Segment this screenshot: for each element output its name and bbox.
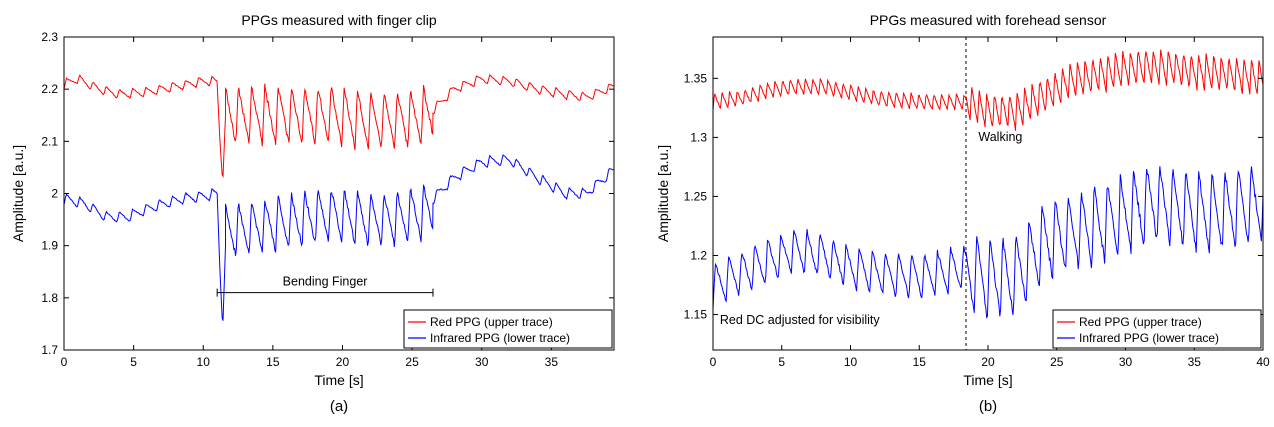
x-tick-label: 0 [61,355,68,369]
y-tick-label: 1.15 [684,308,708,322]
annotation-text: Red DC adjusted for visibility [720,313,881,327]
panel-b-chart: PPGs measured with forehead sensor 0 5 10 15… [655,12,1270,415]
y-tick-label: 1.7 [41,343,58,357]
x-tick-label: 5 [778,355,785,369]
legend-entry: Red PPG (upper trace) [430,315,553,329]
x-axis-label: Time [s] [963,372,1012,388]
x-tick-label: 25 [405,355,419,369]
panel-label: (b) [979,398,997,415]
x-tick-label: 25 [1050,355,1064,369]
x-tick-label: 35 [1188,355,1202,369]
chart-title: PPGs measured with finger clip [241,12,437,28]
legend-entry: Red PPG (upper trace) [1079,315,1202,329]
x-tick-label: 20 [336,355,350,369]
x-tick-label: 15 [913,355,927,369]
legend-box [1052,309,1262,349]
panel-label: (a) [330,398,348,415]
x-tick-label: 40 [1256,355,1270,369]
x-tick-label: 30 [1119,355,1133,369]
x-tick-label: 15 [266,355,280,369]
panel-a-chart: PPGs measured with finger clip 0 5 10 15 20 25… [10,12,615,415]
x-tick-label: 10 [197,355,211,369]
series-group [64,73,614,321]
x-tick-label: 20 [981,355,995,369]
y-tick-label: 1.2 [690,249,707,263]
x-tick-label: 10 [844,355,858,369]
x-axis-label: Time [s] [314,372,363,388]
y-tick-label: 2.3 [41,30,58,44]
x-tick-label: 0 [710,355,717,369]
x-tick-label: 30 [475,355,489,369]
chart-title: PPGs measured with forehead sensor [870,12,1107,28]
y-tick-label: 1.25 [684,189,708,203]
series-line-infrared-ppg [713,166,1263,319]
x-tick-label: 35 [545,355,559,369]
series-line-infrared-ppg [64,154,614,321]
annotation-text: Walking [978,130,1022,144]
y-tick-label: 1.35 [684,71,708,85]
y-tick-label: 1.9 [41,239,58,253]
y-tick-label: 1.8 [41,291,58,305]
legend: Red PPG (upper trace) Infrared PPG (lower… [403,309,613,349]
legend-box [403,309,613,349]
legend: Red PPG (upper trace) Infrared PPG (lower… [1052,309,1262,349]
series-line-red-ppg [713,49,1263,131]
y-tick-label: 2.1 [41,134,58,148]
y-axis-label: Amplitude [a.u.] [10,145,26,242]
y-tick-label: 2 [51,187,58,201]
range-label: Bending Finger [283,275,368,289]
y-axis-label: Amplitude [a.u.] [655,145,671,242]
y-tick-label: 1.3 [690,130,707,144]
legend-entry: Infrared PPG (lower trace) [430,331,570,345]
series-group [713,49,1263,319]
series-line-red-ppg [64,73,614,179]
y-tick-label: 2.2 [41,82,58,96]
legend-entry: Infrared PPG (lower trace) [1079,331,1219,345]
x-tick-label: 5 [130,355,137,369]
